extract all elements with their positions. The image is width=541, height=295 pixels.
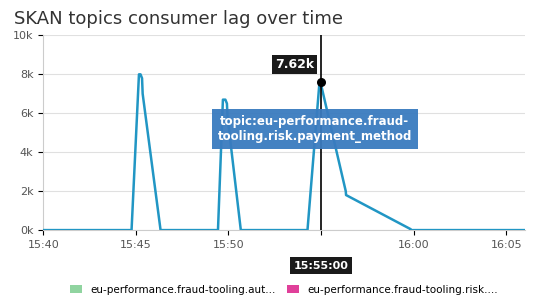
Text: 7.62k: 7.62k xyxy=(275,58,314,71)
Text: topic:eu-performance.fraud-
tooling.risk.payment_method: topic:eu-performance.fraud- tooling.risk… xyxy=(217,115,412,143)
Legend: eu-performance.fraud-tooling.aut..., eu-performance.fraud-tooling.risk....: eu-performance.fraud-tooling.aut..., eu-… xyxy=(66,281,502,295)
Text: SKAN topics consumer lag over time: SKAN topics consumer lag over time xyxy=(15,10,344,28)
Point xyxy=(316,79,325,84)
Text: 15:55:00: 15:55:00 xyxy=(294,261,348,271)
